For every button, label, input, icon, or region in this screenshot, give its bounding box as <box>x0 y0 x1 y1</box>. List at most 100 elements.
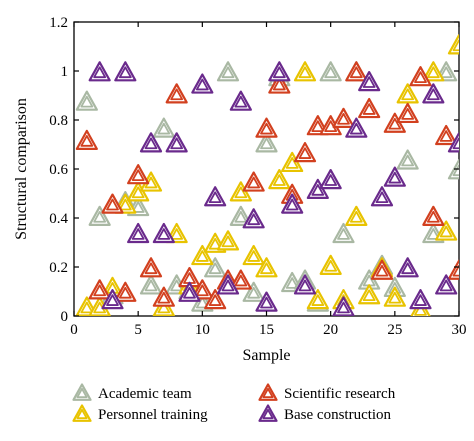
data-point <box>178 281 201 302</box>
data-point <box>447 259 459 280</box>
data-point <box>139 132 163 153</box>
data-point <box>345 61 368 82</box>
data-point <box>204 289 227 310</box>
y-tick-label: 0.4 <box>49 211 68 227</box>
data-point <box>383 286 406 307</box>
data-point <box>255 291 278 312</box>
data-point <box>77 0 97 4</box>
series-base-construction <box>77 0 459 316</box>
data-point <box>435 220 458 241</box>
x-axis-label: Sample <box>243 347 291 364</box>
legend-item: Personnel training <box>72 404 208 423</box>
y-tick-label: 0 <box>61 309 69 325</box>
data-point <box>358 70 381 92</box>
legend-label: Personnel training <box>98 407 208 423</box>
data-point <box>396 257 419 278</box>
x-tick-label: 30 <box>452 322 467 338</box>
legend-label: Academic team <box>98 386 192 402</box>
data-point <box>216 61 240 82</box>
data-point <box>422 83 445 104</box>
data-point <box>268 73 291 94</box>
data-point <box>242 281 265 302</box>
data-point <box>332 222 355 244</box>
data-point <box>242 244 265 266</box>
plot-area <box>73 0 460 317</box>
data-point <box>204 257 227 278</box>
data-point <box>435 124 458 146</box>
data-point <box>75 129 98 150</box>
series-scientific-research <box>75 61 459 310</box>
legend-label: Base construction <box>284 407 392 423</box>
legend-label: Scientific research <box>284 386 396 402</box>
data-point <box>255 257 278 278</box>
y-tick-label: 0.8 <box>49 113 68 129</box>
data-point <box>422 61 445 82</box>
y-tick-label: 1.2 <box>49 15 68 31</box>
data-point <box>319 168 342 190</box>
data-point <box>165 83 188 104</box>
data-point <box>191 244 214 266</box>
x-tick-label: 15 <box>259 322 274 338</box>
data-point <box>422 205 445 226</box>
legend-marker <box>258 404 278 422</box>
data-point <box>88 205 111 226</box>
data-point <box>358 97 381 119</box>
data-point <box>101 289 124 310</box>
data-point <box>127 222 150 244</box>
data-point <box>191 279 214 300</box>
data-point <box>281 193 304 214</box>
data-point <box>332 296 355 316</box>
data-point <box>447 34 459 55</box>
data-point <box>370 259 394 280</box>
data-point <box>255 117 278 138</box>
data-point <box>435 274 458 295</box>
data-point <box>229 205 252 226</box>
series-personnel-training <box>75 34 459 316</box>
data-point <box>229 90 252 111</box>
axis-ticks: 0 5 10 15 20 25 30 0 0.2 0.4 0.6 0.8 1 1.2 <box>49 15 466 338</box>
data-point <box>152 286 175 307</box>
data-point <box>396 83 419 104</box>
legend-item: Academic team <box>72 383 192 402</box>
y-axis-label: Structural comparison <box>13 98 30 240</box>
data-point <box>345 205 368 226</box>
data-point <box>152 117 175 138</box>
data-point <box>319 254 342 275</box>
data-point <box>396 149 419 170</box>
data-point <box>255 132 278 153</box>
y-tick-label: 0.6 <box>49 162 68 178</box>
data-point <box>319 61 342 82</box>
legend-item: Base construction <box>258 404 392 423</box>
data-point <box>139 257 163 278</box>
x-tick-label: 0 <box>70 322 78 338</box>
data-point <box>345 117 368 138</box>
data-point <box>101 193 124 214</box>
data-point <box>268 168 291 190</box>
data-point <box>139 274 163 295</box>
data-point <box>242 171 265 192</box>
legend-marker <box>72 383 92 401</box>
y-tick-label: 1 <box>61 64 69 80</box>
data-point <box>293 142 317 163</box>
data-point <box>191 73 214 94</box>
data-point <box>216 230 240 251</box>
legend: Academic team Personnel training Scientifi… <box>72 383 396 423</box>
data-point <box>383 166 406 187</box>
data-point <box>447 132 459 153</box>
x-tick-label: 5 <box>134 322 142 338</box>
legend-marker <box>72 404 92 422</box>
data-point <box>358 284 381 305</box>
data-point <box>293 274 317 295</box>
data-point <box>268 61 291 82</box>
data-point <box>114 61 137 82</box>
y-tick-label: 0.2 <box>49 260 68 276</box>
x-tick-label: 25 <box>387 322 402 338</box>
data-point <box>306 289 329 310</box>
data-point <box>409 289 432 310</box>
data-point <box>332 107 355 128</box>
x-tick-label: 20 <box>323 322 338 338</box>
data-point <box>152 222 175 244</box>
x-tick-label: 10 <box>195 322 210 338</box>
data-point <box>370 186 394 207</box>
